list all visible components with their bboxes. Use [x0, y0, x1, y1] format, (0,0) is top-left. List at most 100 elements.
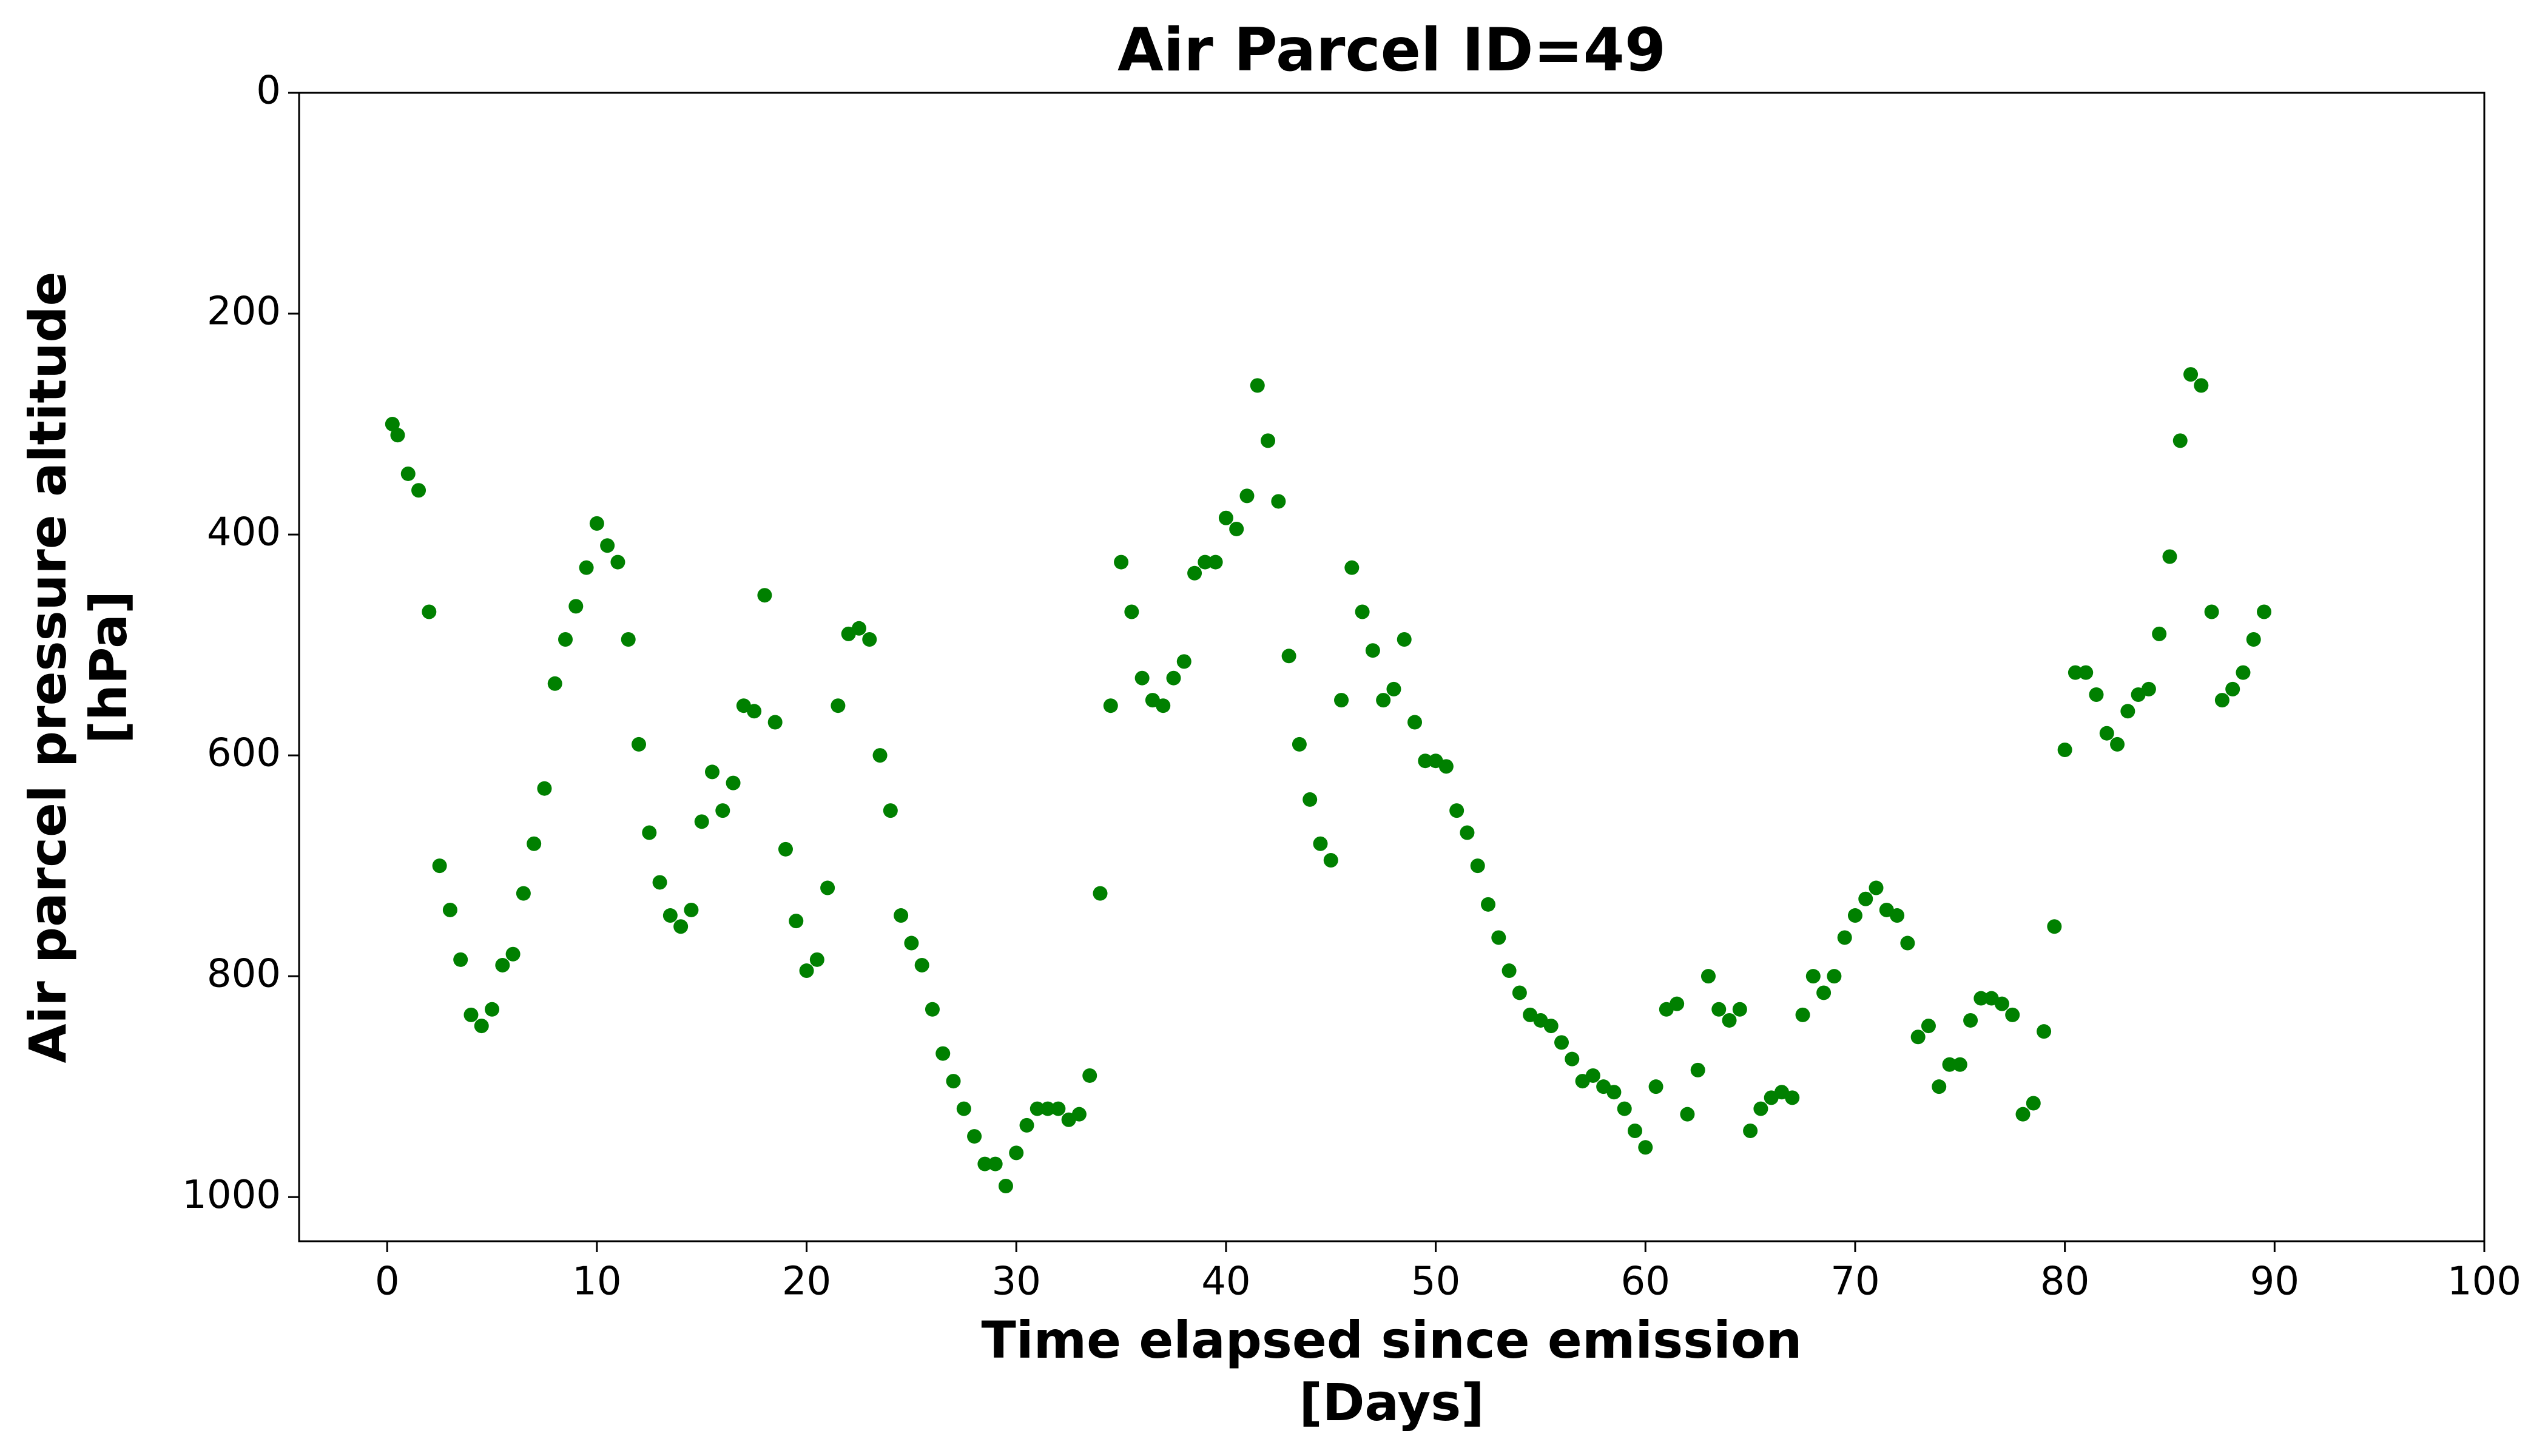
- data-point: [1847, 908, 1862, 923]
- data-point: [505, 946, 521, 962]
- data-point: [1040, 1101, 1056, 1116]
- data-point: [1816, 985, 1832, 1000]
- data-point: [747, 704, 762, 719]
- data-point: [1229, 521, 1244, 536]
- data-point: [1638, 1140, 1653, 1155]
- data-point: [1176, 654, 1191, 669]
- data-point: [621, 632, 636, 647]
- data-point: [946, 1074, 961, 1089]
- data-point: [610, 554, 625, 570]
- data-point: [1680, 1107, 1695, 1122]
- data-point: [1114, 554, 1129, 570]
- data-point: [1722, 1013, 1737, 1028]
- data-point: [2078, 665, 2094, 680]
- data-point: [1071, 1107, 1087, 1122]
- data-point: [1418, 753, 1433, 769]
- data-point: [1921, 1019, 1936, 1034]
- data-point: [422, 604, 437, 619]
- data-point: [778, 841, 793, 857]
- data-point: [998, 1178, 1013, 1193]
- data-point: [1554, 1035, 1569, 1050]
- x-tick-label: 90: [2250, 1259, 2299, 1304]
- data-point: [2172, 433, 2188, 448]
- data-point: [1009, 1145, 1024, 1161]
- data-point: [1019, 1117, 1034, 1133]
- data-point: [1481, 897, 1496, 912]
- data-point: [1187, 565, 1202, 581]
- data-point: [914, 957, 929, 972]
- data-point: [662, 908, 678, 923]
- data-point: [642, 825, 657, 840]
- data-point: [1994, 996, 2009, 1011]
- data-point: [1942, 1057, 1957, 1072]
- data-point: [1565, 1051, 1580, 1067]
- data-point: [2141, 681, 2156, 696]
- x-tick-label: 70: [1830, 1259, 1879, 1304]
- data-point: [862, 632, 877, 647]
- data-point: [872, 748, 888, 763]
- data-point: [1900, 935, 1915, 951]
- data-point: [2037, 1024, 2052, 1039]
- data-point: [1082, 1068, 1097, 1083]
- data-point: [1491, 930, 1506, 945]
- x-tick-label: 40: [1201, 1259, 1250, 1304]
- data-point: [1250, 378, 1265, 393]
- data-point: [1124, 604, 1139, 619]
- data-point: [1700, 969, 1716, 984]
- x-tick-label: 80: [2040, 1259, 2089, 1304]
- data-point: [1218, 510, 1233, 525]
- data-point: [1156, 698, 1171, 713]
- data-point: [474, 1019, 489, 1034]
- data-point: [579, 560, 594, 575]
- data-point: [1460, 825, 1475, 840]
- data-point: [1606, 1085, 1622, 1100]
- data-point: [2057, 743, 2072, 758]
- data-point: [1690, 1062, 1705, 1077]
- data-point: [2162, 549, 2177, 564]
- data-point: [820, 880, 835, 895]
- y-tick-label: 800: [207, 952, 281, 997]
- data-point: [2099, 726, 2114, 741]
- data-point: [463, 1007, 479, 1022]
- data-point: [1869, 880, 1884, 895]
- data-point: [1963, 1013, 1978, 1028]
- data-point: [1355, 604, 1370, 619]
- x-axis-label: Time elapsed since emission: [982, 1310, 1802, 1370]
- data-point: [1732, 1002, 1747, 1017]
- data-point: [767, 715, 783, 730]
- data-point: [1743, 1123, 1758, 1138]
- x-axis-label: [Days]: [1299, 1373, 1484, 1432]
- data-point: [935, 1046, 951, 1061]
- data-point: [831, 698, 846, 713]
- data-point: [1103, 698, 1118, 713]
- data-point: [715, 803, 730, 818]
- data-point: [1973, 991, 1989, 1006]
- data-point: [1239, 488, 1255, 504]
- data-point: [2089, 687, 2104, 703]
- data-point: [883, 803, 898, 818]
- data-point: [2204, 604, 2219, 619]
- data-point: [1198, 554, 1213, 570]
- y-axis-label: Air parcel pressure altitude: [18, 272, 78, 1063]
- data-point: [1313, 836, 1328, 851]
- data-point: [1932, 1079, 1947, 1094]
- data-point: [589, 516, 604, 531]
- data-point: [1051, 1101, 1066, 1116]
- data-point: [1585, 1068, 1600, 1083]
- data-point: [1512, 985, 1527, 1000]
- data-point: [2194, 378, 2209, 393]
- data-point: [1281, 649, 1296, 664]
- y-tick-label: 600: [207, 731, 281, 776]
- data-point: [1910, 1030, 1926, 1045]
- data-point: [558, 632, 573, 647]
- data-point: [1543, 1019, 1559, 1034]
- x-tick-label: 100: [2447, 1259, 2521, 1304]
- data-point: [673, 919, 689, 934]
- data-point: [1334, 693, 1349, 708]
- data-point: [1365, 643, 1380, 658]
- data-point: [1617, 1101, 1632, 1116]
- data-point: [1785, 1090, 1800, 1105]
- data-point: [1502, 963, 1517, 979]
- data-point: [652, 875, 667, 890]
